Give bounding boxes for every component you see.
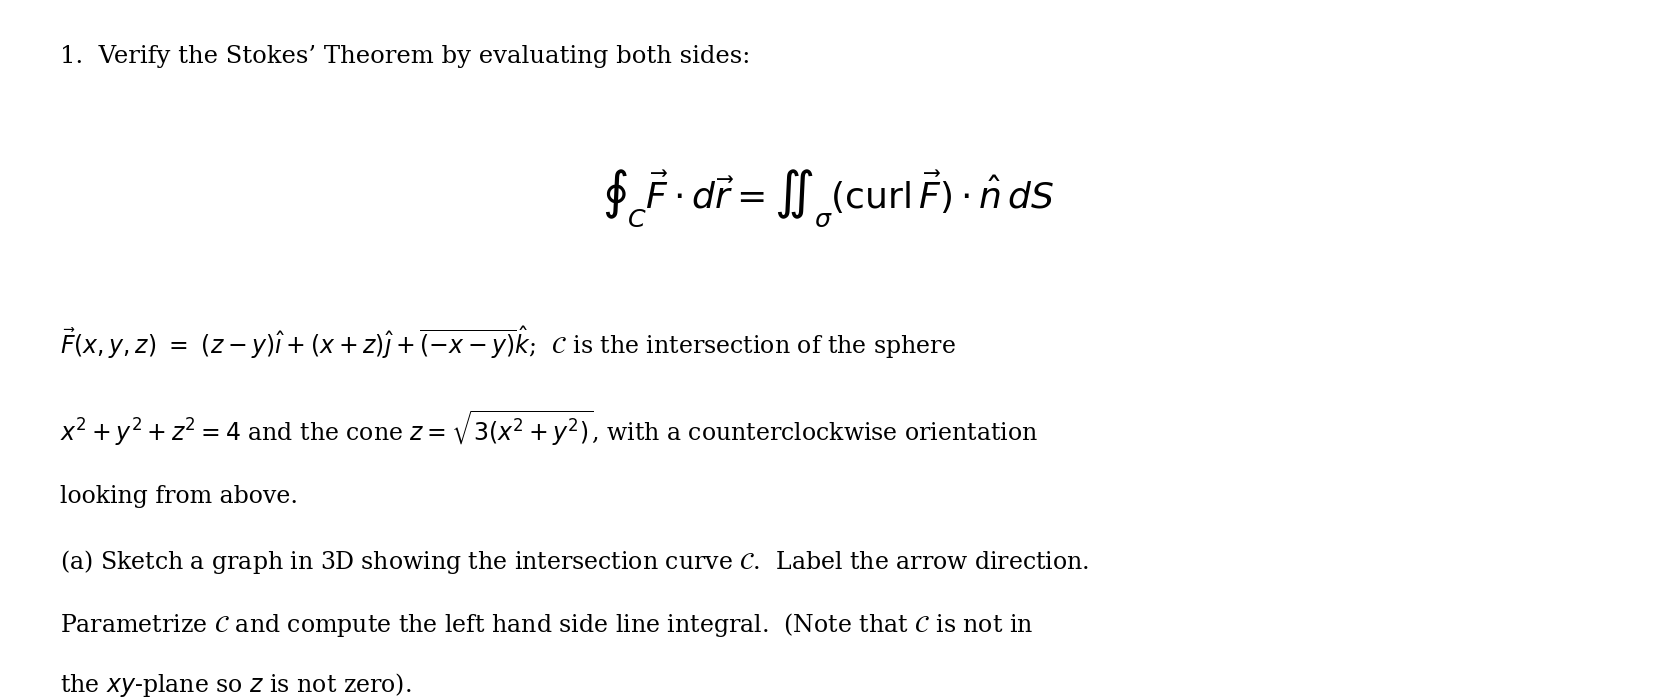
Text: the $xy$-plane so $z$ is not zero).: the $xy$-plane so $z$ is not zero). [60,671,410,698]
Text: (a) Sketch a graph in 3D showing the intersection curve $\mathcal{C}$.  Label th: (a) Sketch a graph in 3D showing the int… [60,548,1089,576]
Text: $\oint_C \vec{F} \cdot d\vec{r} = \iint_\sigma (\mathrm{curl}\,\vec{F}) \cdot \h: $\oint_C \vec{F} \cdot d\vec{r} = \iint_… [601,168,1054,229]
Text: 1.  Verify the Stokes’ Theorem by evaluating both sides:: 1. Verify the Stokes’ Theorem by evaluat… [60,45,750,68]
Text: Parametrize $\mathcal{C}$ and compute the left hand side line integral.  (Note t: Parametrize $\mathcal{C}$ and compute th… [60,611,1033,639]
Text: looking from above.: looking from above. [60,485,298,508]
Text: $\vec{F}(x, y, z) \ = \ (z-y)\hat{\imath} + (x+z)\hat{\jmath} + \overline{(-x-y): $\vec{F}(x, y, z) \ = \ (z-y)\hat{\imath… [60,325,955,361]
Text: $x^2 + y^2 + z^2 = 4$ and the cone $z = \sqrt{3(x^2+y^2)}$, with a counterclockw: $x^2 + y^2 + z^2 = 4$ and the cone $z = … [60,408,1038,449]
